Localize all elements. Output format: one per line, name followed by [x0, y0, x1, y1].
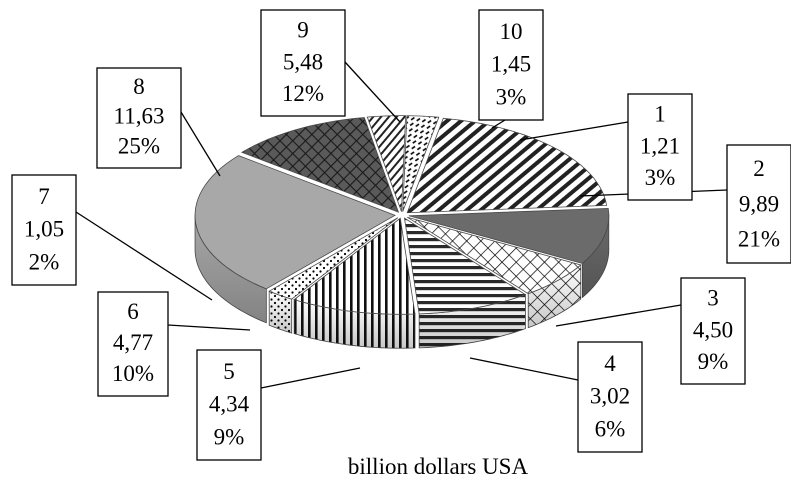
pie-slice-10 [366, 115, 407, 212]
slice-label-box-4 [577, 341, 643, 453]
pie-slice-2 [406, 117, 608, 214]
slice-value-label-10: 1,45 [491, 52, 531, 77]
slice-category-label-2: 2 [753, 156, 765, 181]
slice-value-label-8: 11,63 [114, 104, 165, 129]
pie-slice-6 [293, 217, 416, 315]
slice-label-9: 9 5,48 12% [260, 9, 346, 117]
slice-label-box-1 [627, 93, 693, 201]
slice-percent-label-10: 3% [496, 85, 527, 110]
slice-label-1: 1 1,21 3% [627, 93, 693, 201]
slice-label-box-2 [726, 144, 791, 264]
slice-percent-label-7: 2% [29, 250, 60, 275]
slice-category-label-5: 5 [223, 359, 235, 384]
unit-label: billion dollars USA [348, 454, 529, 479]
slice-label-8: 8 11,63 25% [96, 67, 182, 169]
pie-tops [194, 115, 610, 315]
slice-value-label-3: 4,50 [693, 317, 733, 342]
slice-label-box-3 [680, 277, 746, 385]
slice-category-label-1: 1 [654, 102, 666, 127]
slice-label-10: 10 1,45 3% [478, 9, 544, 121]
slice-label-6: 6 4,77 10% [97, 291, 169, 397]
slice-category-label-7: 7 [38, 184, 50, 209]
slice-label-box-10 [478, 9, 544, 121]
slice-category-label-6: 6 [127, 299, 139, 324]
slice-percent-label-2: 21% [738, 227, 780, 252]
pie-slice-5 [403, 217, 527, 315]
leader-line-7 [75, 211, 213, 301]
pie-slice-9 [240, 117, 400, 213]
slice-value-label-5: 4,34 [209, 392, 250, 417]
leader-line-4 [469, 357, 579, 381]
slice-value-label-7: 1,05 [24, 217, 64, 242]
slice-category-label-9: 9 [297, 18, 309, 43]
slice-label-5: 5 4,34 9% [196, 349, 262, 461]
leader-line-9 [344, 61, 401, 123]
pie-slice-1 [402, 115, 440, 212]
slice-percent-label-8: 25% [118, 134, 160, 159]
slice-value-label-4: 3,02 [590, 384, 630, 409]
pie-slice-side-shade-7 [269, 291, 292, 334]
slice-percent-label-4: 6% [595, 417, 626, 442]
pie-slice-4 [407, 216, 582, 295]
slice-label-box-5 [196, 349, 262, 461]
pie-slice-side-shade-8 [195, 215, 267, 323]
pie-slice-3 [408, 207, 610, 264]
slice-label-box-9 [260, 9, 346, 117]
slice-label-3: 3 4,50 9% [680, 277, 746, 385]
leader-line-8 [180, 111, 221, 177]
pie-slice-8 [194, 155, 396, 290]
slice-value-label-9: 5,48 [283, 49, 323, 74]
slice-value-label-2: 9,89 [739, 191, 779, 216]
slice-value-label-6: 4,77 [113, 330, 153, 355]
pie-slice-side-shade-4 [528, 264, 581, 328]
slice-labels: 1 1,21 3% 2 9,89 21% 3 4,50 9% 4 3,02 6% 5 4,34 9% 6 4,7… [11, 9, 791, 461]
slice-percent-label-1: 3% [645, 165, 676, 190]
slice-label-box-7 [11, 174, 77, 286]
pie-slice-7 [268, 217, 399, 300]
slice-percent-label-9: 12% [282, 81, 324, 106]
pie-slice-side-shade-6 [294, 299, 415, 349]
slice-value-label-1: 1,21 [640, 133, 680, 158]
slice-percent-label-6: 10% [112, 361, 154, 386]
slice-category-label-3: 3 [707, 286, 719, 311]
slice-label-2: 2 9,89 21% [726, 144, 791, 264]
leader-line-1 [519, 121, 629, 141]
slice-category-label-10: 10 [500, 19, 523, 44]
pie-slice-side-shade-3 [582, 214, 609, 298]
slice-label-box-8 [96, 67, 182, 169]
leader-line-10 [491, 119, 506, 129]
pie-sides [194, 214, 610, 349]
slice-label-box-6 [97, 291, 169, 397]
slice-label-4: 4 3,02 6% [577, 341, 643, 453]
slice-category-label-8: 8 [133, 74, 145, 99]
slice-percent-label-3: 9% [698, 349, 729, 374]
slice-percent-label-5: 9% [214, 425, 245, 450]
leader-line-3 [555, 304, 682, 327]
slice-category-label-4: 4 [604, 351, 616, 376]
leader-line-5 [260, 367, 361, 389]
leader-line-6 [167, 324, 251, 331]
slice-label-7: 7 1,05 2% [11, 174, 77, 286]
pie-slice-side-shade-5 [419, 294, 526, 348]
leader-lines [75, 61, 728, 389]
